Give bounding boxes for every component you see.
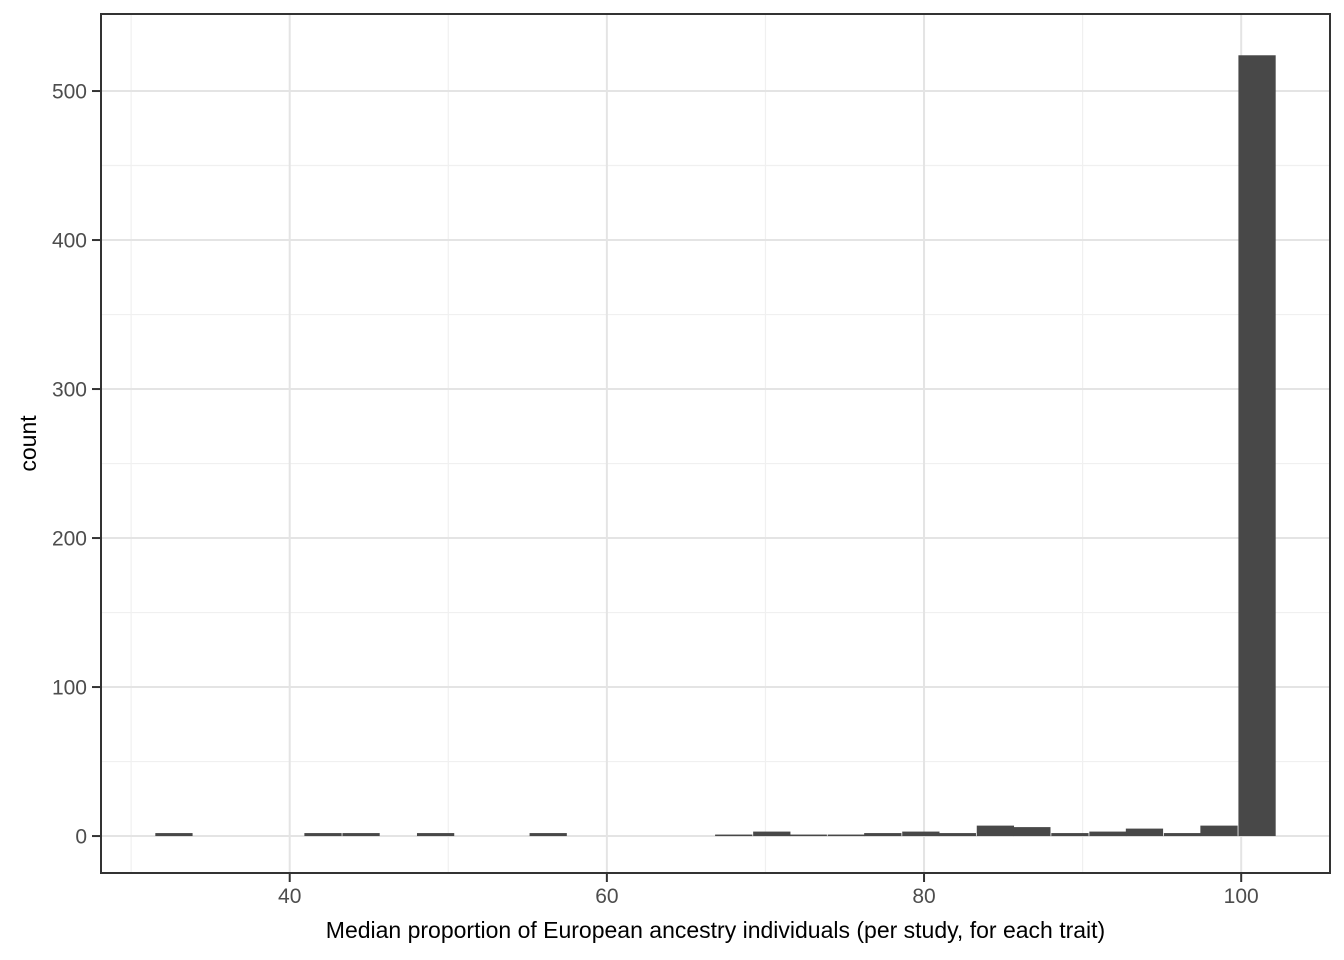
- x-axis-title: Median proportion of European ancestry i…: [326, 917, 1105, 943]
- histogram-bar: [1125, 828, 1164, 837]
- y-tick-label: 500: [52, 81, 87, 104]
- x-tick-label: 80: [912, 885, 935, 908]
- y-tick-label: 200: [52, 528, 87, 551]
- histogram-bar: [416, 833, 455, 837]
- histogram-bar: [155, 833, 193, 837]
- y-tick-label: 0: [75, 826, 87, 849]
- x-tick-label: 60: [595, 885, 618, 908]
- y-tick-label: 100: [52, 677, 87, 700]
- histogram-bar: [938, 833, 976, 837]
- histogram-bar: [1238, 55, 1276, 837]
- histogram-bar: [342, 833, 380, 837]
- histogram-bar: [529, 833, 567, 837]
- histogram-bar: [1089, 831, 1127, 837]
- histogram-bar: [789, 834, 827, 837]
- histogram-bar: [976, 825, 1015, 837]
- histogram-bar: [715, 834, 753, 837]
- histogram-bar: [1163, 833, 1202, 837]
- histogram-bar: [902, 831, 940, 837]
- histogram-bar: [864, 833, 902, 837]
- panel-border: [100, 13, 1331, 874]
- histogram-bar: [1051, 833, 1089, 837]
- histogram-bar: [304, 833, 342, 837]
- y-tick-label: 400: [52, 230, 87, 253]
- panel-background: [101, 14, 1330, 873]
- histogram-bar: [827, 834, 865, 837]
- y-tick-label: 300: [52, 379, 87, 402]
- y-axis-title: count: [15, 415, 41, 472]
- x-tick-label: 100: [1224, 885, 1259, 908]
- x-tick-label: 40: [278, 885, 301, 908]
- histogram-bar: [1013, 827, 1051, 837]
- histogram-bar: [753, 831, 791, 837]
- histogram-bar: [1200, 825, 1238, 837]
